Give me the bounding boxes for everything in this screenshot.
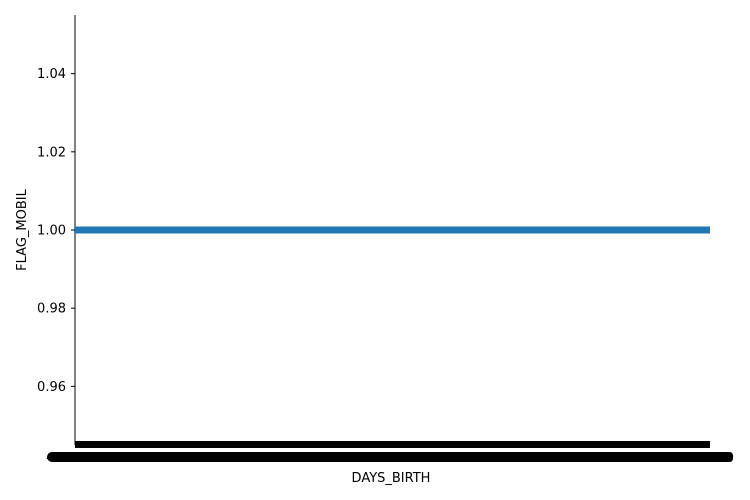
x-axis-label: DAYS_BIRTH bbox=[352, 471, 431, 486]
y-tick-label: 1.02 bbox=[37, 145, 66, 160]
y-axis-label: FLAG_MOBIL bbox=[15, 188, 30, 270]
x-tick-labels-overlap bbox=[47, 452, 733, 462]
y-tick-label: 1.04 bbox=[37, 67, 66, 82]
x-axis-spine bbox=[75, 441, 710, 448]
x-axis: -2 0 bbox=[46, 441, 734, 466]
y-axis: 0.96 0.98 1.00 1.02 1.04 bbox=[37, 15, 76, 445]
y-tick-label: 0.98 bbox=[37, 302, 66, 317]
x-tick-label-last: 0 bbox=[726, 451, 734, 466]
y-tick-label: 0.96 bbox=[37, 380, 66, 395]
y-tick-label: 1.00 bbox=[37, 224, 66, 239]
x-tick-label-first: -2 bbox=[46, 451, 59, 466]
